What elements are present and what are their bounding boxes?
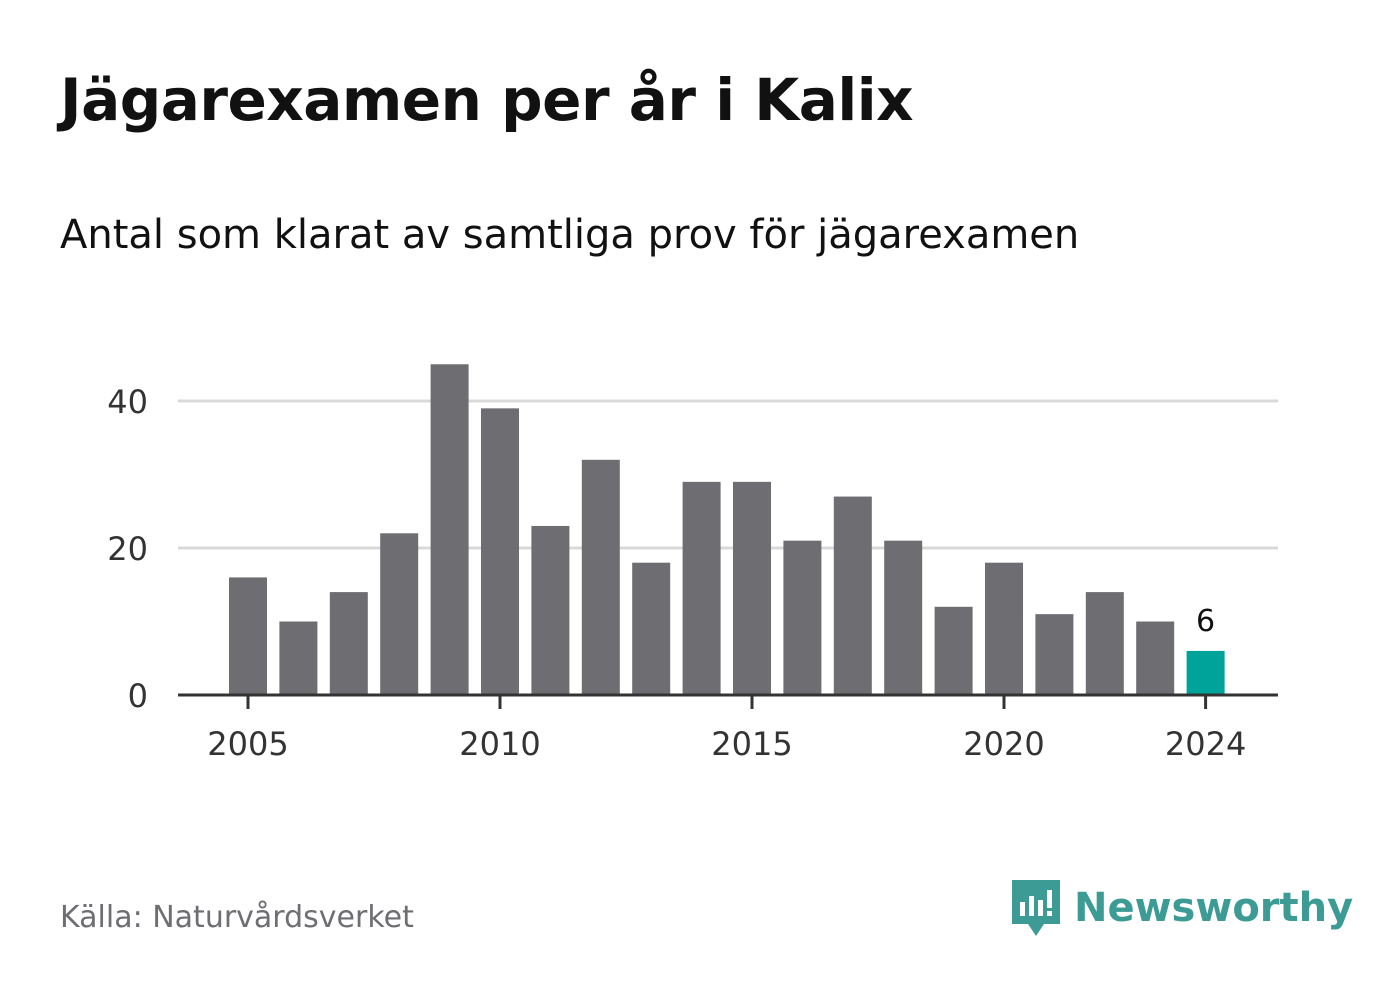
- bar-2018: [884, 540, 923, 695]
- brand-name: Newsworthy: [1074, 885, 1354, 931]
- bar-2020: [985, 562, 1023, 695]
- y-tick-label: 0: [128, 677, 148, 715]
- newsworthy-logo: Newsworthy: [1010, 878, 1353, 938]
- bar-2008: [380, 533, 419, 695]
- bar-2016: [783, 540, 822, 695]
- bar-2012: [581, 459, 620, 695]
- x-tick-label: 2005: [207, 725, 288, 763]
- bar-2010: [481, 408, 519, 695]
- bar-2023: [1136, 621, 1175, 695]
- bar-2022: [1085, 592, 1124, 695]
- x-tick-label: 2024: [1165, 725, 1246, 763]
- bar-2006: [279, 621, 318, 695]
- bar-2017: [833, 496, 872, 695]
- data-label: 6: [1196, 604, 1215, 639]
- source-note: Källa: Naturvårdsverket: [60, 900, 414, 935]
- axes: [178, 693, 1278, 709]
- bar-2009: [430, 364, 469, 695]
- bar-chart-icon: [1012, 880, 1060, 936]
- bar-2024: [1186, 650, 1225, 695]
- bar-2011: [531, 525, 570, 695]
- chart-title: Jägarexamen per år i Kalix: [60, 66, 914, 134]
- bar-2007: [329, 592, 368, 695]
- bar-2014: [682, 481, 721, 695]
- x-tick-label: 2010: [459, 725, 540, 763]
- x-tick-label: 2015: [711, 725, 792, 763]
- labels: 0 20 40 6 2005 2010 2015 2020 2024: [107, 383, 1246, 763]
- chart-subtitle: Antal som klarat av samtliga prov för jä…: [60, 212, 1080, 258]
- bar-2005: [229, 577, 267, 695]
- x-tick-label: 2020: [963, 725, 1044, 763]
- y-tick-label: 40: [107, 383, 148, 421]
- bar-2015: [733, 481, 771, 695]
- bars: [229, 364, 1225, 695]
- y-tick-label: 20: [107, 530, 148, 568]
- gridlines: [178, 399, 1278, 550]
- bar-2013: [632, 562, 671, 695]
- bar-2021: [1035, 614, 1074, 695]
- bar-2019: [934, 606, 973, 695]
